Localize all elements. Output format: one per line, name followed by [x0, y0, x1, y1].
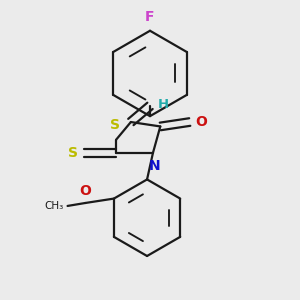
Text: O: O — [79, 184, 91, 198]
Text: S: S — [110, 118, 120, 132]
Text: CH₃: CH₃ — [45, 201, 64, 211]
Text: O: O — [196, 115, 208, 129]
Text: F: F — [145, 10, 155, 24]
Text: H: H — [158, 98, 169, 111]
Text: S: S — [68, 146, 78, 160]
Text: N: N — [148, 159, 160, 173]
